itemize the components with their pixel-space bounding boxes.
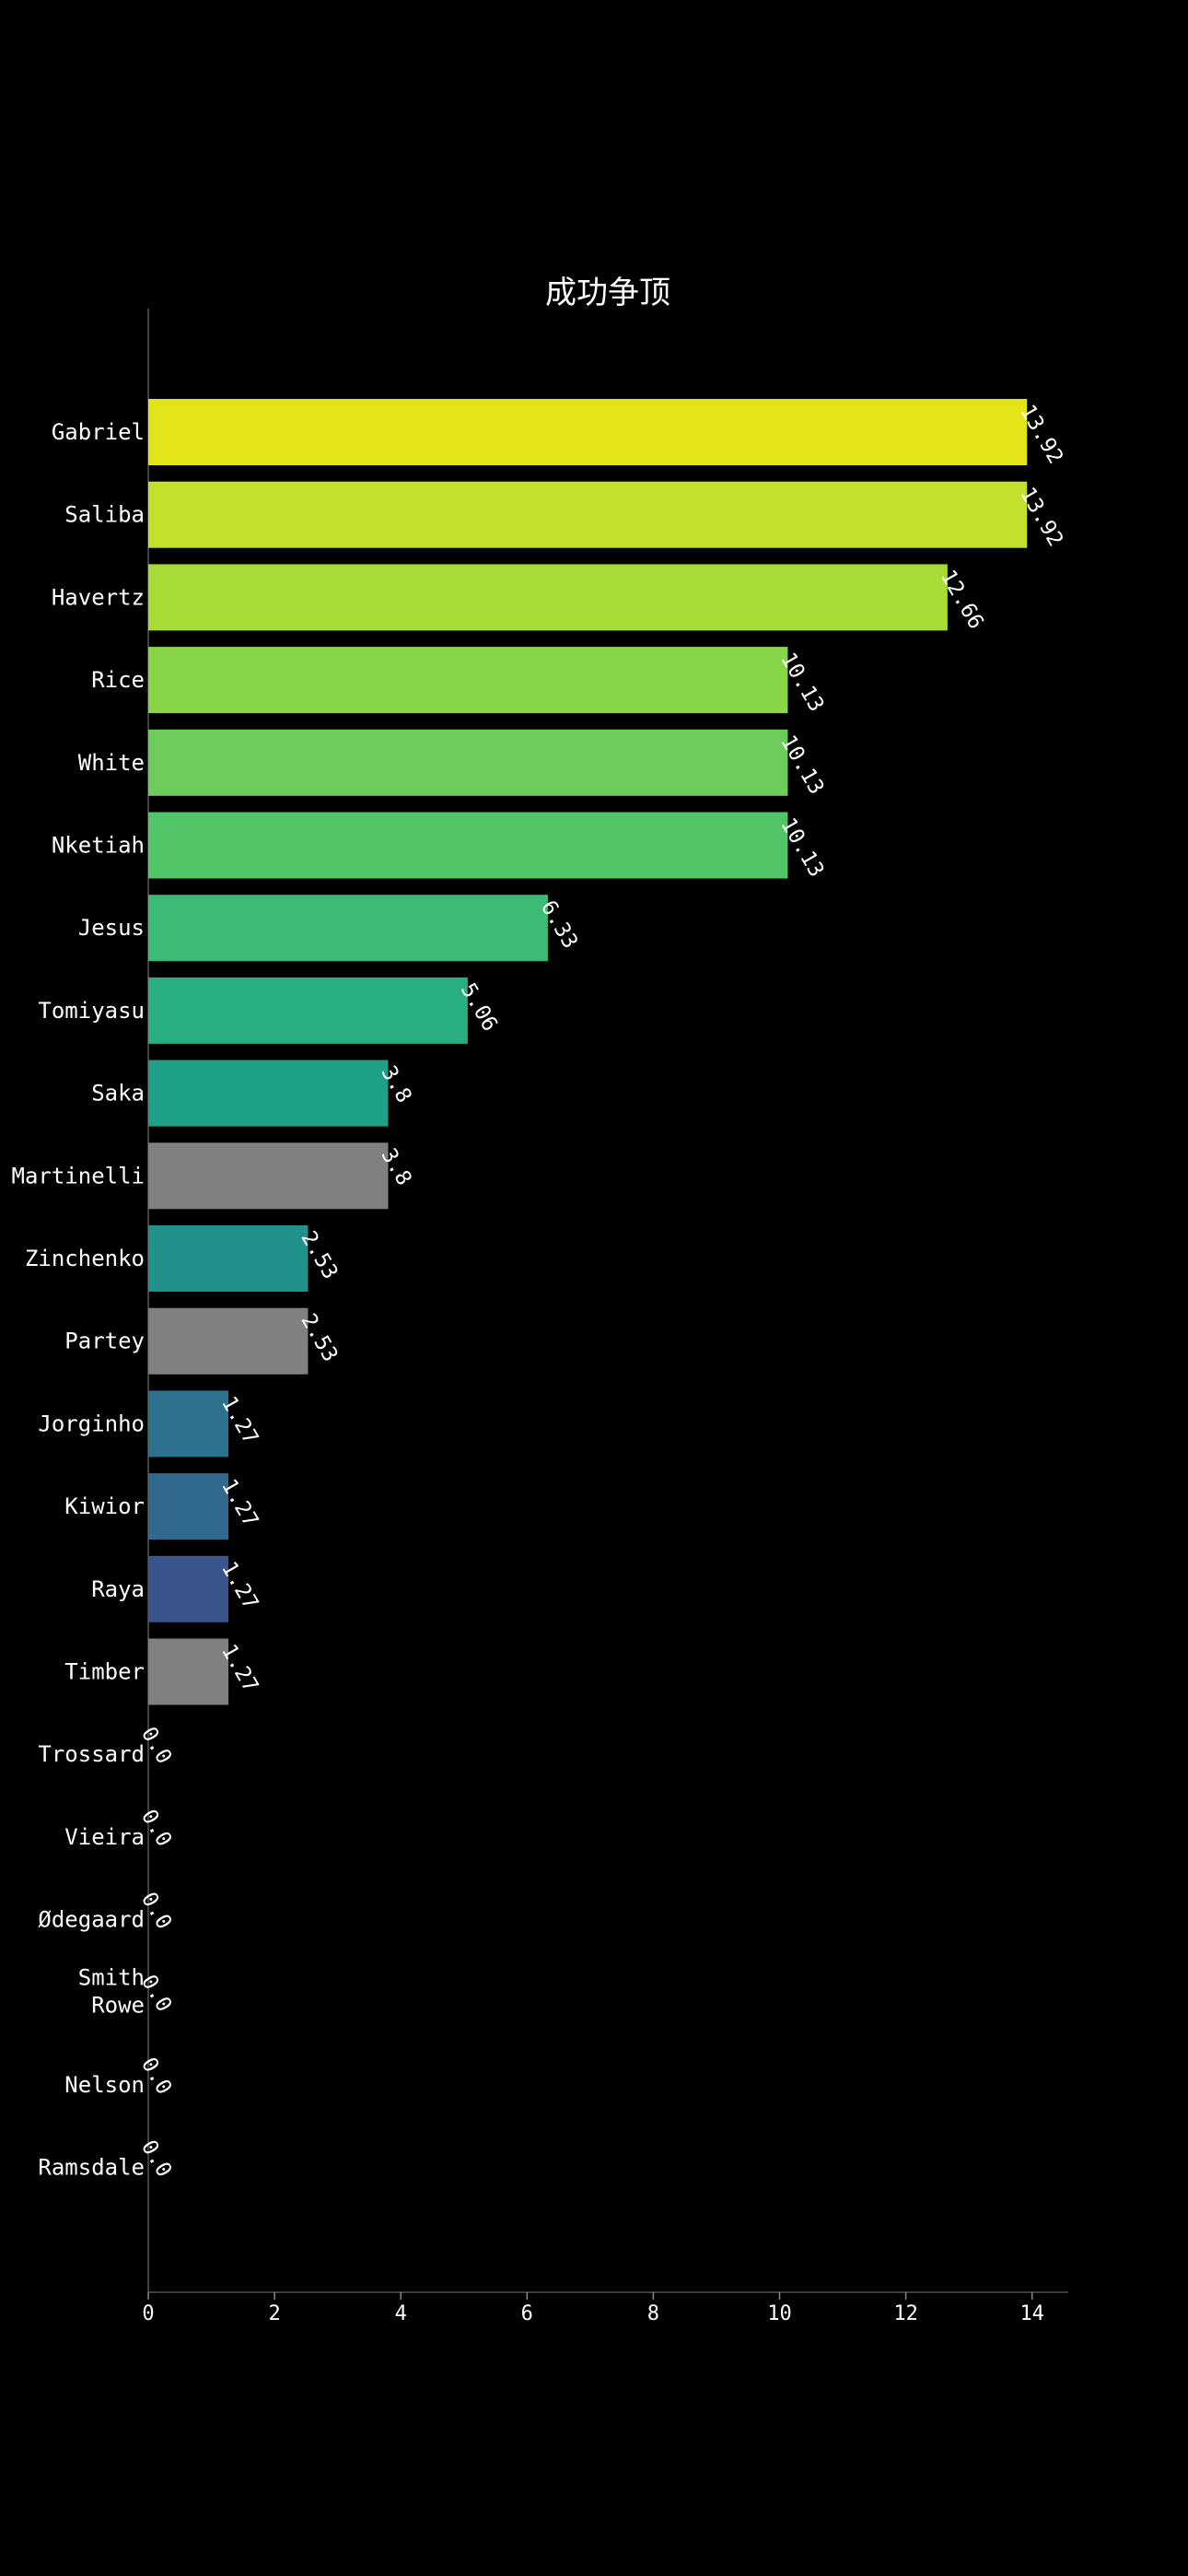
bar xyxy=(148,1142,389,1210)
bar xyxy=(148,1555,229,1622)
bar xyxy=(148,1307,309,1375)
x-tick-label: 6 xyxy=(521,2302,533,2325)
bar xyxy=(148,1473,229,1540)
bar xyxy=(148,647,788,714)
bar xyxy=(148,729,788,796)
x-tick-label: 4 xyxy=(395,2302,407,2325)
category-label: Saka xyxy=(91,1081,145,1107)
category-label: Ødegaard xyxy=(38,1907,145,1933)
category-label: Tomiyasu xyxy=(38,998,145,1024)
category-label: Partey xyxy=(64,1329,145,1354)
category-label: Smith Rowe xyxy=(78,1964,145,2018)
category-label: Ramsdale xyxy=(38,2155,145,2181)
bar xyxy=(148,399,1028,465)
category-label: Raya xyxy=(91,1576,145,1602)
bar xyxy=(148,812,788,879)
bar xyxy=(148,1225,309,1292)
x-tick-label: 2 xyxy=(268,2302,280,2325)
x-tick-label: 14 xyxy=(1019,2302,1044,2325)
category-label: Vieira xyxy=(64,1824,145,1850)
bar xyxy=(148,1638,229,1705)
x-tick-label: 10 xyxy=(767,2302,792,2325)
chart-title: 成功争顶 xyxy=(545,275,670,311)
bar xyxy=(148,977,468,1044)
bar xyxy=(148,564,948,631)
category-label: Zinchenko xyxy=(25,1246,145,1271)
category-label: Nketiah xyxy=(52,833,145,859)
x-tick-label: 8 xyxy=(647,2302,659,2325)
category-label: Nelson xyxy=(64,2072,145,2098)
bar xyxy=(148,481,1028,548)
bar xyxy=(148,1390,229,1458)
category-label: Saliba xyxy=(64,502,145,528)
category-label: Martinelli xyxy=(12,1163,146,1188)
category-label: Trossard xyxy=(38,1741,145,1767)
category-label: Jesus xyxy=(78,915,145,941)
x-tick-label: 0 xyxy=(142,2302,154,2325)
category-label: Havertz xyxy=(52,584,145,610)
category-label: White xyxy=(78,750,145,776)
category-label: Kiwior xyxy=(64,1493,145,1519)
category-label: Gabriel xyxy=(52,419,145,445)
x-tick-label: 12 xyxy=(893,2302,918,2325)
bar xyxy=(148,895,548,962)
category-label: Jorginho xyxy=(38,1411,145,1436)
bar xyxy=(148,1060,389,1127)
category-label: Timber xyxy=(64,1659,145,1685)
category-label: Rice xyxy=(91,667,145,693)
